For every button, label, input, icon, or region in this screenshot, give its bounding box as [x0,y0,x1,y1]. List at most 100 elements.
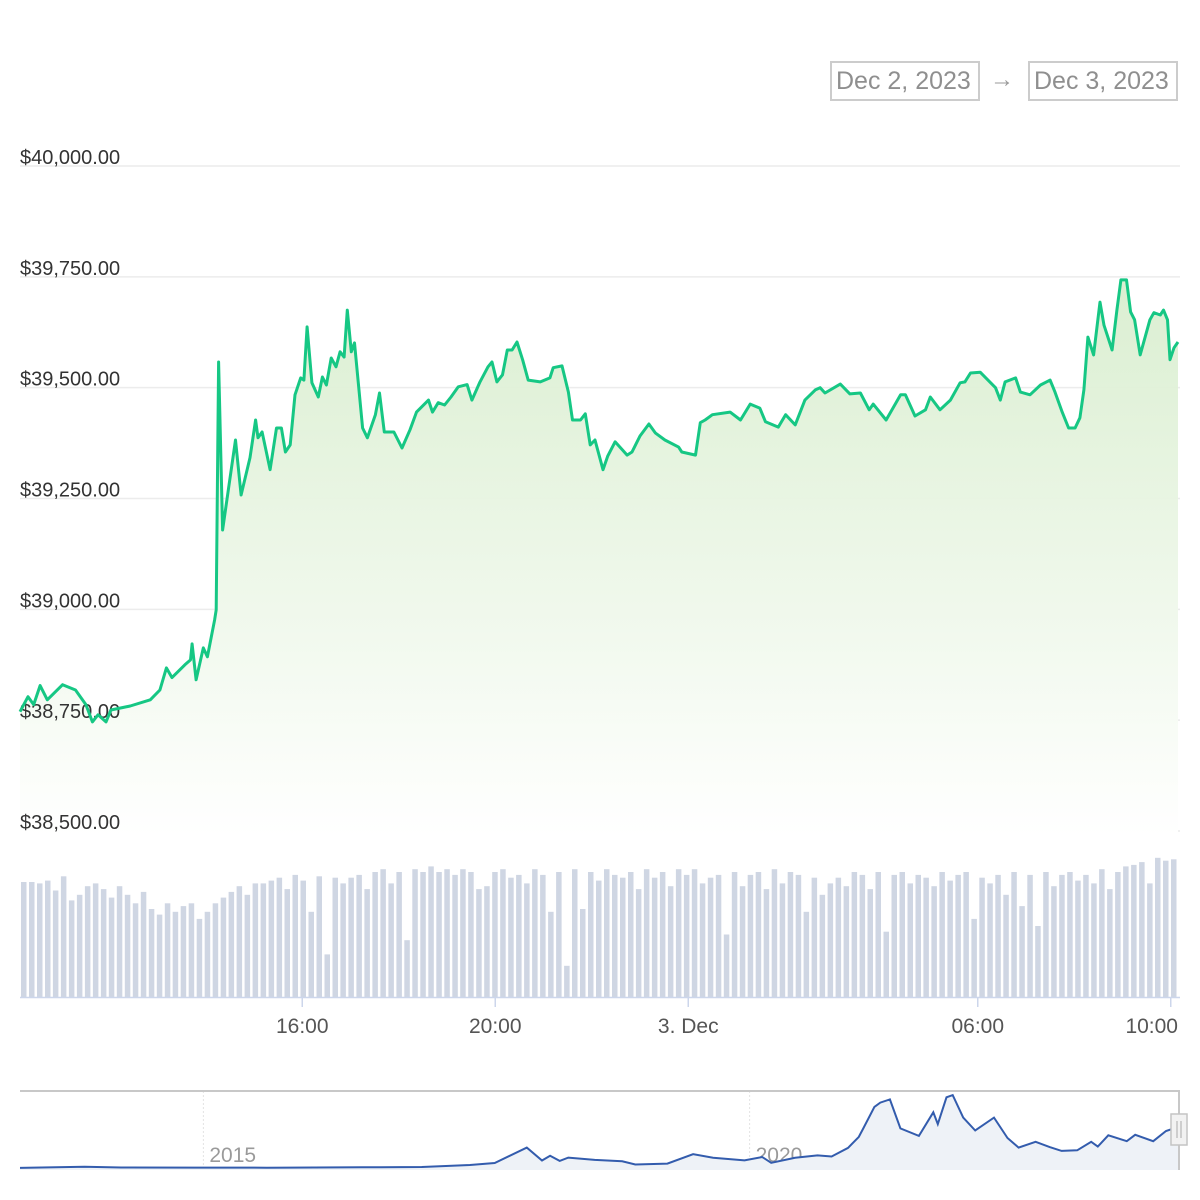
volume-bar [45,880,51,997]
volume-bar [428,866,434,997]
volume-bar [1147,883,1153,997]
volume-bar [508,877,514,997]
volume-bar [356,874,362,997]
volume-bar [228,891,235,997]
volume-bar [116,886,123,997]
volume-bar [1115,872,1121,997]
navigator[interactable]: 2015 2020 [19,1090,1188,1170]
volume-bar [292,874,298,997]
volume-bar [316,876,322,997]
volume-bar [500,869,506,997]
volume-bar [875,872,881,997]
volume-bar [811,877,818,997]
volume-bar [827,883,834,997]
volume-bar [620,877,626,997]
volume-bar [284,889,290,997]
volume-bar [276,877,283,997]
volume-bar [29,882,35,997]
date-to-input[interactable]: Dec 3, 2023 [1028,61,1178,101]
y-axis-labels: $40,000.00 $39,750.00 $39,500.00 $39,250.00… [20,147,120,834]
volume-bar [564,965,570,997]
volume-bar [156,914,163,997]
volume-bar [1019,906,1025,997]
volume-bar [52,890,59,997]
volume-bar [971,918,977,997]
volume-bar [771,869,778,997]
volume-bar [236,886,243,997]
volume-bar [1003,894,1009,997]
x-tick-label: 3. Dec [658,1015,719,1038]
y-tick-label: $39,750.00 [20,258,120,280]
volume-bar [212,903,219,997]
volume-bar [1123,866,1129,997]
volume-bar [667,886,674,997]
volume-bar [244,894,251,997]
volume-bar [1035,926,1041,997]
volume-bar [60,876,67,997]
volume-bar [691,869,698,997]
volume-bar [675,869,682,997]
volume-bar [635,889,642,997]
volume-bar [484,886,490,997]
volume-bar [436,872,442,997]
volume-bar [795,874,802,997]
volume-bar [268,880,275,997]
volume-bar [1099,869,1105,997]
volume-bar [995,874,1001,997]
volume-bar [1083,874,1089,997]
volume-bar [787,872,794,997]
volume-bar [683,874,690,997]
volume-bar [108,897,115,997]
volume-bar [76,894,83,997]
volume-bar [148,909,155,997]
volume-bar [699,883,706,997]
volume-bar [412,869,418,997]
volume-bar [21,882,27,997]
volume-bar [803,911,810,997]
volume-bar [324,954,330,997]
volume-bars [21,857,1177,997]
volume-bar [556,872,562,997]
volume-bar [859,874,866,997]
volume-bar [947,880,953,997]
y-tick-label: $40,000.00 [20,147,120,169]
navigator-handle-right[interactable] [1170,1113,1188,1146]
volume-bar [348,877,354,997]
x-tick-label: 06:00 [951,1015,1004,1038]
volume-bar [396,872,402,997]
volume-bar [532,869,538,997]
x-tick-label: 16:00 [276,1015,329,1038]
volume-bar [723,934,730,997]
range-arrow: → [990,66,1014,93]
volume-bar [883,931,889,997]
volume-bar [1011,872,1017,997]
date-from-input[interactable]: Dec 2, 2023 [830,61,980,101]
volume-bar [604,869,610,997]
volume-bar [588,872,594,997]
volume-bar [963,872,969,997]
volume-bar [628,872,634,997]
volume-bar [779,883,786,997]
volume-bar [420,872,426,997]
volume-bar [92,883,99,997]
volume-bar [835,877,842,997]
navigator-year-label: 2015 [209,1144,256,1167]
volume-bar [979,877,985,997]
volume-bar [572,869,578,997]
y-tick-label: $39,000.00 [20,590,120,612]
volume-bar [404,940,410,997]
volume-bar [260,883,267,997]
volume-bar [172,911,179,997]
volume-bar [364,889,370,997]
volume-bar [1107,889,1113,997]
volume-bar [931,886,937,997]
volume-bar [755,872,762,997]
price-line[interactable] [18,278,1180,724]
volume-bar [476,889,482,997]
volume-bar [651,877,658,997]
volume-bar [1131,864,1137,997]
volume-bar [731,872,738,997]
volume-bar [204,911,211,997]
volume-bar [196,918,203,997]
